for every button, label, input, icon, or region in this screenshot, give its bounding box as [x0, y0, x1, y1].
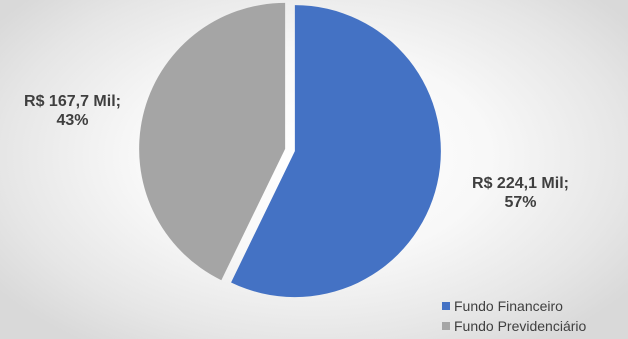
data-label-fundo-financeiro: R$ 224,1 Mil; 57% — [448, 174, 593, 212]
data-label-percent: 57% — [504, 194, 537, 211]
legend: Fundo Financeiro Fundo Previdenciário — [442, 296, 586, 336]
pie-slice-fundo-previdenciario — [139, 2, 286, 281]
legend-item-fundo-previdenciario: Fundo Previdenciário — [442, 316, 586, 336]
legend-item-fundo-financeiro: Fundo Financeiro — [442, 296, 586, 316]
data-label-value: R$ 224,1 Mil; — [472, 175, 569, 192]
data-label-fundo-previdenciario: R$ 167,7 Mil; 43% — [0, 92, 145, 130]
legend-swatch — [442, 322, 450, 330]
legend-label: Fundo Previdenciário — [454, 318, 587, 334]
legend-label: Fundo Financeiro — [454, 298, 563, 314]
pie-slice-fundo-financeiro — [231, 5, 441, 298]
data-label-percent: 43% — [56, 112, 89, 129]
data-label-value: R$ 167,7 Mil; — [24, 93, 121, 110]
legend-swatch — [442, 302, 450, 310]
